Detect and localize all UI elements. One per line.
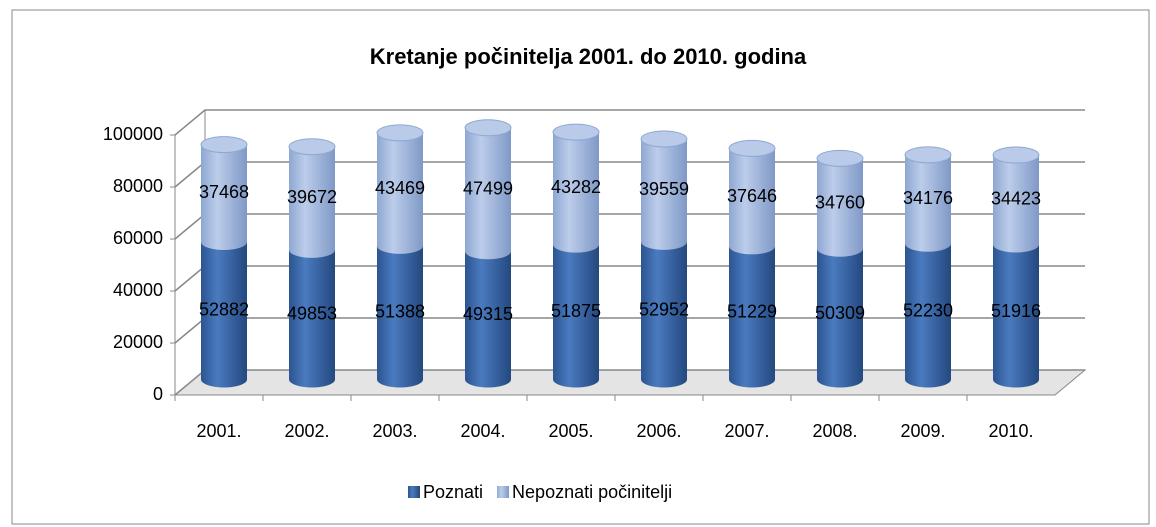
legend-label: Poznati: [423, 482, 483, 502]
data-label: 51916: [991, 301, 1041, 321]
x-tick-label: 2010.: [988, 421, 1033, 441]
y-tick-label: 40000: [113, 280, 163, 300]
y-tick-label: 0: [153, 384, 163, 404]
bar-segment: [201, 234, 248, 388]
bar-segment: [993, 236, 1039, 388]
legend-marker: [497, 486, 510, 498]
data-label: 52952: [639, 299, 689, 319]
data-label: 34760: [815, 192, 865, 212]
data-label: 49315: [463, 304, 513, 324]
bar-top: [464, 119, 512, 137]
data-label: 37468: [199, 182, 249, 202]
bar-top: [904, 146, 952, 164]
bar-top: [552, 123, 600, 141]
y-tick-label: 100000: [103, 124, 163, 144]
bar-segment: [641, 130, 687, 250]
bar-segment: [641, 233, 687, 388]
bar-top: [992, 146, 1040, 164]
bar-top: [640, 130, 688, 148]
data-label: 52230: [903, 300, 953, 320]
x-tick-label: 2008.: [812, 421, 857, 441]
data-label: 51875: [551, 301, 601, 321]
data-label: 43469: [375, 178, 425, 198]
bar-segment: [377, 124, 423, 254]
bar-segment: [465, 119, 511, 260]
bar-segment: [993, 147, 1039, 253]
chart-title: Kretanje počinitelja 2001. do 2010. godi…: [370, 44, 807, 69]
y-tick-label: 80000: [113, 176, 163, 196]
bar-segment: [817, 150, 863, 257]
x-tick-label: 2009.: [900, 421, 945, 441]
bar-segment: [553, 124, 599, 253]
bar-segment: [201, 136, 248, 251]
bar-top: [376, 124, 424, 142]
data-label: 52882: [199, 300, 249, 320]
bar-segment: [553, 236, 599, 388]
x-tick-label: 2005.: [548, 421, 593, 441]
legend-label: Nepoznati počinitelji: [512, 482, 672, 502]
bar-segment: [729, 238, 775, 388]
x-tick-label: 2002.: [284, 421, 329, 441]
bar-top: [816, 149, 864, 167]
bar-segment: [905, 235, 951, 388]
data-label: 51229: [727, 302, 777, 322]
bar-top: [200, 136, 248, 154]
bar-top: [728, 139, 776, 157]
bar-segment: [905, 146, 951, 252]
bar-segment: [465, 243, 511, 388]
data-label: 39672: [287, 187, 337, 207]
data-label: 34176: [903, 188, 953, 208]
bar-top: [288, 138, 336, 156]
bar-segment: [377, 237, 423, 388]
bar-segment: [289, 241, 335, 388]
data-label: 34423: [991, 189, 1041, 209]
bar-segment: [729, 140, 775, 255]
data-label: 47499: [463, 178, 513, 198]
x-tick-label: 2004.: [460, 421, 505, 441]
x-tick-label: 2003.: [372, 421, 417, 441]
data-label: 49853: [287, 303, 337, 323]
data-label: 39559: [639, 179, 689, 199]
data-label: 37646: [727, 186, 777, 206]
x-tick-label: 2001.: [196, 421, 241, 441]
bar-segment: [817, 240, 863, 388]
y-tick-label: 20000: [113, 332, 163, 352]
grid-line: [174, 109, 1085, 136]
data-label: 51388: [375, 301, 425, 321]
data-label: 50309: [815, 303, 865, 323]
x-tick-label: 2006.: [636, 421, 681, 441]
legend-marker: [408, 486, 420, 498]
y-tick-label: 60000: [113, 228, 163, 248]
bar-segment: [289, 138, 335, 258]
x-tick-label: 2007.: [724, 421, 769, 441]
data-label: 43282: [551, 177, 601, 197]
